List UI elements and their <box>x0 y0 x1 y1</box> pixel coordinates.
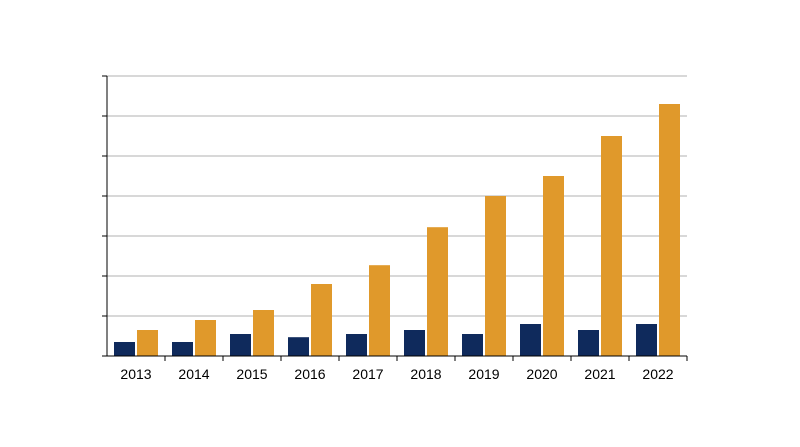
bar-series-2 <box>659 104 680 356</box>
axes <box>106 76 687 357</box>
bar-series-1 <box>172 342 193 356</box>
bar-series-1 <box>578 330 599 356</box>
bar-series-1 <box>230 334 251 356</box>
bar-series-2 <box>369 265 390 356</box>
bar-series-1 <box>346 334 367 356</box>
bar-series-1 <box>520 324 541 356</box>
bar-series-2 <box>543 176 564 356</box>
bar-series-2 <box>427 227 448 356</box>
x-tick-label: 2017 <box>352 366 383 382</box>
bar-series-2 <box>253 310 274 356</box>
x-tick-label: 2020 <box>526 366 557 382</box>
bar-series-1 <box>404 330 425 356</box>
bar-series-1 <box>636 324 657 356</box>
x-tick-label: 2013 <box>120 366 151 382</box>
bar-series-2 <box>137 330 158 356</box>
x-tick-label: 2021 <box>584 366 615 382</box>
bar-series-1 <box>114 342 135 356</box>
x-tick-label: 2022 <box>642 366 673 382</box>
x-tick-labels: 2013 2014 2015 2016 2017 2018 2019 2020 2021 2022 <box>120 366 673 382</box>
x-tick-label: 2019 <box>468 366 499 382</box>
x-tick-label: 2018 <box>410 366 441 382</box>
bar-series-2 <box>601 136 622 356</box>
gridlines <box>107 75 687 317</box>
x-tick-label: 2015 <box>236 366 267 382</box>
bar-series-2 <box>195 320 216 356</box>
x-tick-label: 2016 <box>294 366 325 382</box>
bar-series-1 <box>462 334 483 356</box>
axis-ticks <box>102 75 688 361</box>
bars <box>114 104 680 356</box>
bar-series-2 <box>311 284 332 356</box>
x-tick-label: 2014 <box>178 366 209 382</box>
bar-series-2 <box>485 196 506 356</box>
bar-series-1 <box>288 337 309 356</box>
